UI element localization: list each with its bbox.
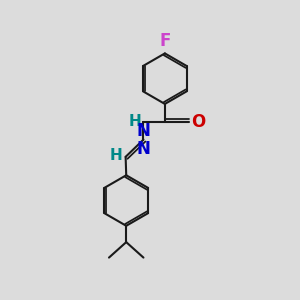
Text: H: H — [128, 114, 141, 129]
Text: O: O — [192, 113, 206, 131]
Text: F: F — [159, 32, 170, 50]
Text: N: N — [136, 140, 150, 158]
Text: N: N — [136, 122, 150, 140]
Text: H: H — [110, 148, 123, 163]
